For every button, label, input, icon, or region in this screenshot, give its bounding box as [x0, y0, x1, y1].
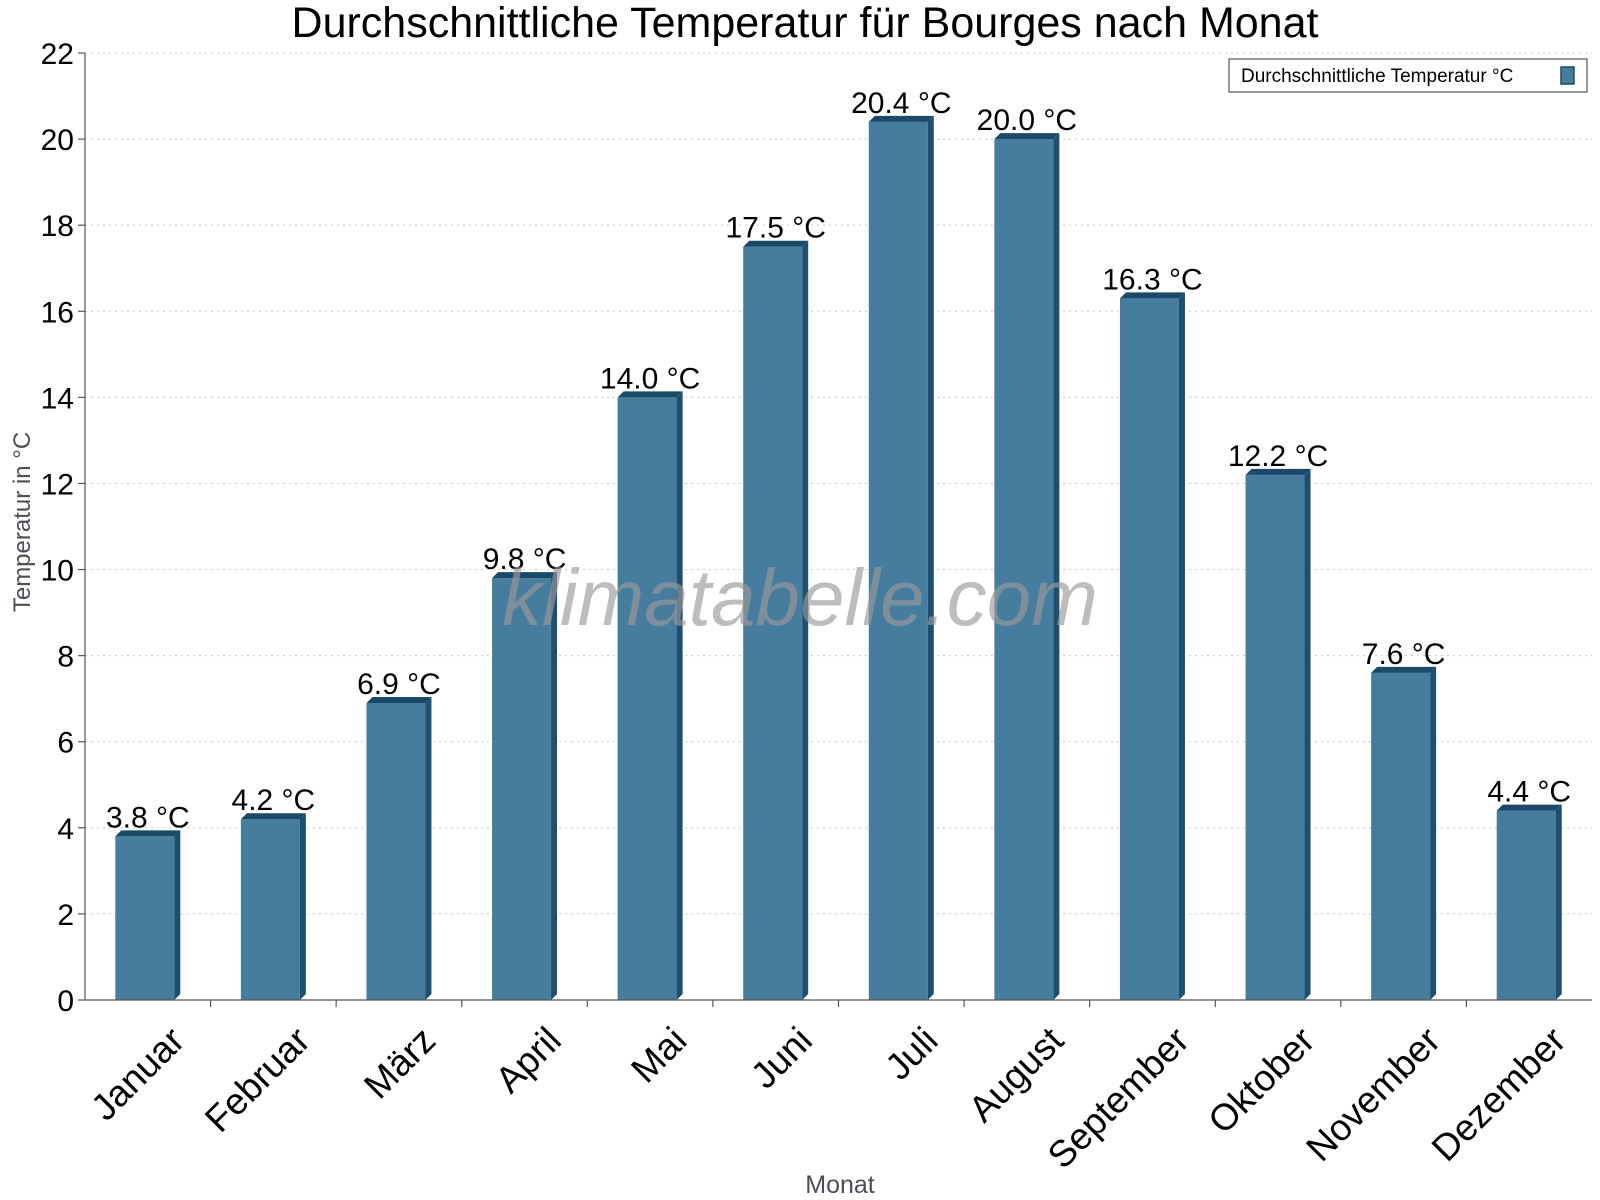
bar-side: [299, 813, 306, 1000]
x-tick-label: Mai: [623, 1019, 694, 1090]
bar-top: [1245, 468, 1311, 475]
x-axis-label: Monat: [805, 1171, 875, 1199]
y-tick-label: 16: [41, 296, 74, 329]
legend-swatch: [1560, 66, 1575, 85]
y-tick-label: 14: [41, 382, 74, 415]
data-label: 4.2 °C: [232, 784, 316, 817]
bar: [240, 819, 300, 1000]
bar-top: [492, 572, 558, 579]
bar: [1371, 672, 1431, 1000]
bar: [366, 702, 426, 1000]
watermark: klimatabelle.com: [502, 553, 1098, 642]
x-tick-label: März: [356, 1019, 443, 1106]
bar-side: [927, 115, 934, 1000]
x-tick-label: Juni: [743, 1019, 820, 1096]
bar-side: [1555, 804, 1562, 1000]
data-label: 4.4 °C: [1487, 776, 1571, 809]
bar: [492, 578, 552, 1000]
x-axis: Januar Februar März April Mai Juni Juli AugustS…: [83, 999, 1592, 1176]
y-tick-label: 6: [57, 727, 74, 760]
bar-top: [617, 391, 683, 398]
bar-top: [240, 813, 306, 820]
x-tick-label: August: [961, 1019, 1072, 1130]
chart-title: Durchschnittliche Temperatur für Bourges…: [292, 0, 1319, 47]
y-axis: 0 2 4 6 8 10 12 14 16 18 20 22: [41, 38, 86, 1018]
bar: [115, 836, 175, 1000]
bar-top: [743, 240, 809, 247]
legend-label: Durchschnittliche Temperatur °C: [1241, 66, 1513, 87]
x-tick-label: November: [1298, 1019, 1448, 1169]
y-tick-label: 8: [57, 641, 74, 674]
bar-top: [1119, 292, 1185, 299]
data-label: 6.9 °C: [357, 668, 441, 701]
y-tick-label: 20: [41, 124, 74, 157]
data-label: 20.4 °C: [851, 87, 951, 120]
y-tick-label: 18: [41, 210, 74, 243]
data-label: 16.3 °C: [1102, 263, 1202, 296]
bar-top: [1496, 804, 1562, 811]
x-tick-label: Februar: [197, 1019, 318, 1140]
y-tick-label: 22: [41, 38, 74, 71]
bar-side: [676, 391, 683, 1000]
data-label: 12.2 °C: [1228, 440, 1328, 473]
x-tick-label: April: [488, 1019, 569, 1100]
y-tick-label: 2: [57, 899, 74, 932]
bar-side: [551, 572, 558, 1000]
bar-side: [802, 240, 809, 1001]
bar: [1245, 474, 1305, 1000]
bar-top: [868, 115, 934, 122]
data-label: 14.0 °C: [600, 362, 700, 395]
bar-top: [115, 830, 181, 837]
y-axis-label: Temperatur in °C: [9, 432, 36, 612]
data-label: 3.8 °C: [106, 801, 190, 834]
bar-side: [425, 696, 432, 1000]
bar-top: [366, 696, 432, 703]
data-label: 17.5 °C: [726, 212, 826, 245]
bar-top: [1371, 666, 1437, 673]
bar-side: [1304, 468, 1311, 1000]
data-labels: 3.8 °C 4.2 °C 6.9 °C 9.8 °C 14.0 °C 17.5 °C 20…: [106, 87, 1571, 835]
y-tick-label: 0: [57, 985, 74, 1018]
bar-side: [1053, 133, 1060, 1000]
bar: [868, 121, 928, 1000]
bar-side: [1178, 292, 1185, 1000]
data-label: 9.8 °C: [483, 543, 567, 576]
y-tick-label: 4: [57, 813, 74, 846]
data-label: 7.6 °C: [1362, 638, 1446, 671]
bar-side: [174, 830, 181, 1000]
x-tick-label: Juli: [877, 1019, 945, 1087]
data-label: 20.0 °C: [977, 104, 1077, 137]
bar: [994, 139, 1054, 1000]
x-tick-label: Januar: [83, 1019, 192, 1128]
bars: [115, 115, 1562, 1001]
y-tick-label: 12: [41, 468, 74, 501]
x-tick-label: Dezember: [1424, 1019, 1574, 1169]
bar: [743, 246, 803, 1001]
x-tick-label: Oktober: [1200, 1019, 1322, 1141]
bar: [1119, 298, 1179, 1000]
legend-box: [1228, 58, 1588, 93]
bar-top: [994, 133, 1060, 140]
gridlines: [85, 52, 1592, 915]
bar: [1496, 810, 1556, 1000]
bar-side: [1430, 666, 1437, 1000]
y-tick-label: 10: [41, 555, 74, 588]
legend: Durchschnittliche Temperatur °C: [1228, 58, 1588, 93]
bar: [617, 397, 677, 1000]
